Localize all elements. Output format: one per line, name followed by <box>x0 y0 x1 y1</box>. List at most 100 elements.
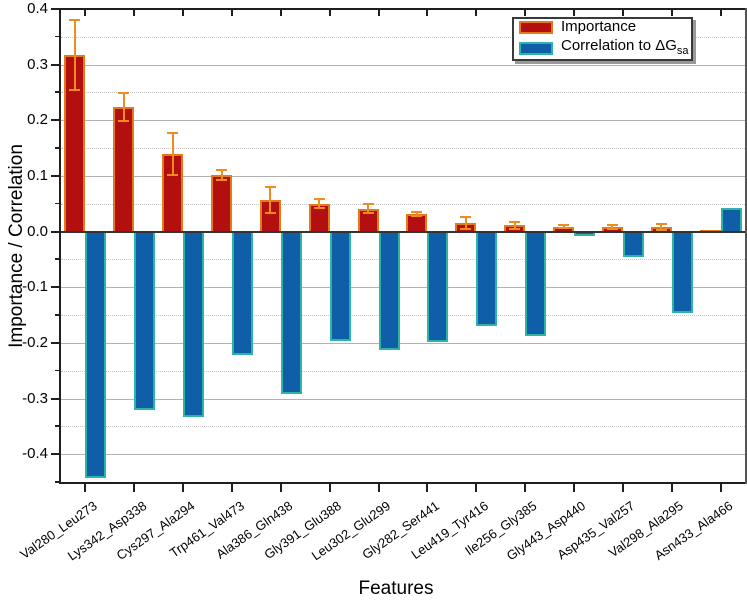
error-bar-cap <box>69 19 81 22</box>
x-tick-bottom <box>621 484 624 492</box>
gridline-major <box>61 287 745 289</box>
error-bar-cap <box>216 178 227 181</box>
error-bar-cap <box>118 92 130 95</box>
y-minor-tick <box>55 91 59 93</box>
gridline-minor <box>61 36 745 38</box>
correlation-bar <box>574 231 595 237</box>
x-tick-bottom <box>719 484 722 492</box>
gridline-minor <box>61 315 745 317</box>
y-minor-tick <box>55 369 59 372</box>
y-minor-tick <box>55 425 59 427</box>
y-tick-label: -0.4 <box>22 445 48 463</box>
gridline-major <box>61 342 745 344</box>
gridline-minor <box>61 426 745 428</box>
legend-item-importance: Importance <box>519 19 691 35</box>
axis-left <box>59 8 61 484</box>
correlation-bar <box>671 231 693 313</box>
importance-bar <box>211 174 232 232</box>
x-tick-top <box>670 10 673 16</box>
x-tick-top <box>475 10 478 16</box>
error-bar-cap <box>655 222 667 225</box>
x-tick-top <box>231 10 233 16</box>
error-bar-cap <box>509 220 521 223</box>
error-bar-cap <box>69 89 81 92</box>
importance-bar <box>113 106 135 232</box>
error-bar-cap <box>264 185 276 188</box>
x-tick-top <box>426 10 429 16</box>
y-tick-label: -0.3 <box>22 389 48 407</box>
error-bar-cap <box>606 228 618 231</box>
error-bar-cap <box>167 173 179 176</box>
error-bar-cap <box>558 224 569 227</box>
error-bar-cap <box>313 207 325 210</box>
error-bar-cap <box>509 228 521 231</box>
correlation-bar <box>329 231 351 342</box>
y-major-tick <box>51 453 59 456</box>
error-bar-cap <box>460 228 472 231</box>
error-bar-cap <box>118 119 130 122</box>
correlation-bar <box>622 231 644 258</box>
x-tick-bottom <box>133 484 136 492</box>
correlation-bar <box>427 231 449 342</box>
gridline-minor <box>61 92 745 94</box>
error-bar-cap <box>460 216 472 219</box>
axis-top <box>59 8 746 10</box>
x-tick-bottom <box>328 484 331 492</box>
y-tick-label: 0.4 <box>27 0 48 17</box>
correlation-bar <box>232 231 253 355</box>
correlation-bar <box>134 231 156 410</box>
error-bar-line <box>660 223 663 231</box>
error-bar-cap <box>655 229 667 232</box>
legend-item-correlation: Correlation to ΔGsa <box>519 38 691 59</box>
legend-importance-label: Importance <box>561 18 637 35</box>
x-tick-bottom <box>426 484 429 492</box>
x-tick-top <box>84 10 87 16</box>
error-bar-cap <box>606 223 618 226</box>
correlation-swatch-icon <box>519 42 553 55</box>
axis-bottom <box>59 482 746 484</box>
x-tick-top <box>621 10 624 16</box>
x-tick-bottom <box>84 484 87 492</box>
error-bar-cap <box>216 168 227 171</box>
y-major-tick <box>51 174 59 177</box>
legend: Importance Correlation to ΔGsa <box>512 17 693 61</box>
error-bar-line <box>220 169 223 180</box>
error-bar-line <box>318 199 321 209</box>
x-tick-top <box>279 10 282 16</box>
y-minor-tick <box>55 35 59 38</box>
x-tick-top <box>182 10 185 16</box>
correlation-bar <box>378 231 400 351</box>
y-minor-tick <box>55 202 59 205</box>
error-bar-cap <box>411 215 423 217</box>
zero-line <box>61 230 745 233</box>
y-axis-title: Importance / Correlation <box>6 144 27 348</box>
x-tick-bottom <box>475 484 478 492</box>
correlation-bar <box>85 231 107 479</box>
y-minor-tick <box>55 147 59 149</box>
error-bar-line <box>73 20 76 91</box>
x-tick-top <box>133 10 136 16</box>
x-tick-top <box>719 10 722 16</box>
y-major-tick <box>51 397 59 400</box>
error-bar-cap <box>362 203 374 206</box>
gridline-minor <box>61 148 745 150</box>
y-major-tick <box>51 63 59 66</box>
error-bar-line <box>611 224 614 230</box>
error-bar-cap <box>167 131 179 134</box>
y-tick-label: 0.0 <box>27 222 48 240</box>
x-tick-top <box>524 10 527 16</box>
error-bar-line <box>562 225 565 228</box>
error-bar-line <box>269 186 272 214</box>
y-minor-tick <box>55 258 59 260</box>
error-bar-line <box>367 204 370 214</box>
x-tick-bottom <box>670 484 673 492</box>
error-bar-line <box>513 221 516 230</box>
x-tick-bottom <box>231 484 233 492</box>
y-tick-label: 0.1 <box>27 166 48 184</box>
y-minor-tick <box>55 314 59 316</box>
gridline-major <box>61 120 745 122</box>
gridline-minor <box>61 370 745 372</box>
x-tick-bottom <box>279 484 282 492</box>
gridline-major <box>61 398 745 400</box>
